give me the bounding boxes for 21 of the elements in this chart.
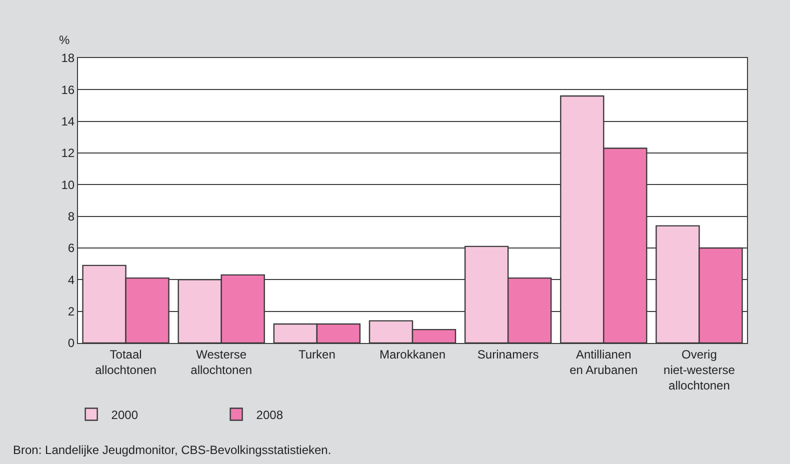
x-tick-label: Surinamers — [477, 347, 539, 362]
y-tick-label: 2 — [68, 304, 75, 319]
y-tick-label: 0 — [68, 336, 75, 350]
y-tick-label: 4 — [68, 272, 75, 287]
y-tick-label: 18 — [61, 51, 75, 66]
y-tick-label: 14 — [61, 114, 75, 129]
y-tick-label: 16 — [61, 82, 75, 97]
x-tick-label: Overig niet-westerse allochtonen — [664, 347, 736, 393]
legend-label: 2008 — [256, 408, 284, 422]
text: Bron: Landelijke Jeugdmonitor, CBS-Bevolkingsstatistieken. — [13, 443, 332, 457]
y-tick-label: 12 — [61, 146, 75, 160]
y-tick-label: 8 — [68, 210, 75, 224]
legend-label: 2000 — [111, 408, 138, 422]
x-tick-label: Marokkanen — [379, 347, 446, 362]
y-tick-label: 10 — [61, 178, 75, 192]
x-tick-label: Turken — [298, 347, 336, 362]
y-tick-label: 6 — [68, 241, 75, 256]
x-tick-label: Totaal allochtonen — [95, 347, 156, 377]
y-axis-title: % — [59, 33, 70, 47]
x-tick-label: Antillianen en Arubanen — [570, 347, 638, 377]
x-tick-label: Westerse allochtonen — [190, 347, 252, 377]
